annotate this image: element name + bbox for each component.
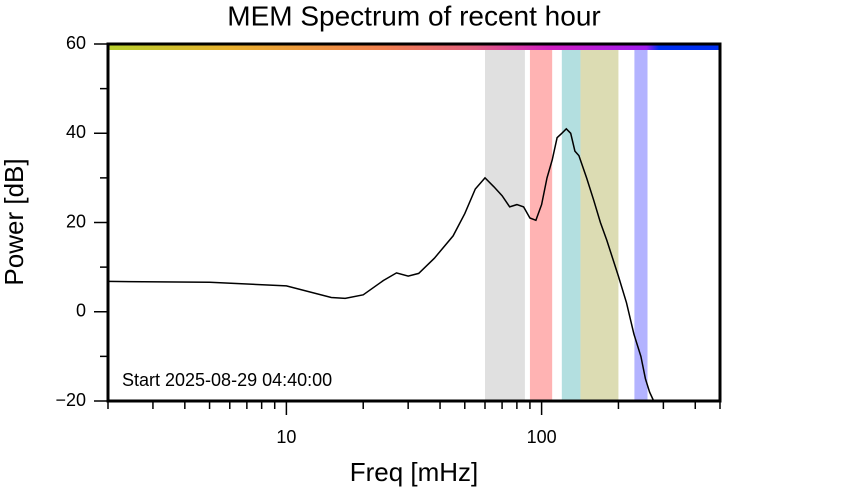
y-tick-label: 0 xyxy=(76,301,86,321)
y-tick-label: 40 xyxy=(66,122,86,142)
y-tick-label: 20 xyxy=(66,211,86,231)
x-axis-label: Freq [mHz] xyxy=(350,457,479,487)
top-bar xyxy=(108,45,720,50)
line xyxy=(107,127,655,402)
y-tick-label: 60 xyxy=(66,33,86,53)
band xyxy=(580,49,619,401)
annotation: Start 2025-08-29 04:40:00 xyxy=(122,370,332,390)
plot-frame xyxy=(106,42,722,403)
band xyxy=(484,49,525,401)
band xyxy=(634,49,648,401)
x-tick-label: 100 xyxy=(527,427,557,447)
x-tick-label: 10 xyxy=(276,427,296,447)
band xyxy=(561,49,581,401)
y-axis-label: Power [dB] xyxy=(0,158,29,285)
y-tick-label: −20 xyxy=(55,390,86,410)
band xyxy=(529,49,553,401)
chart-title: MEM Spectrum of recent hour xyxy=(227,0,600,31)
